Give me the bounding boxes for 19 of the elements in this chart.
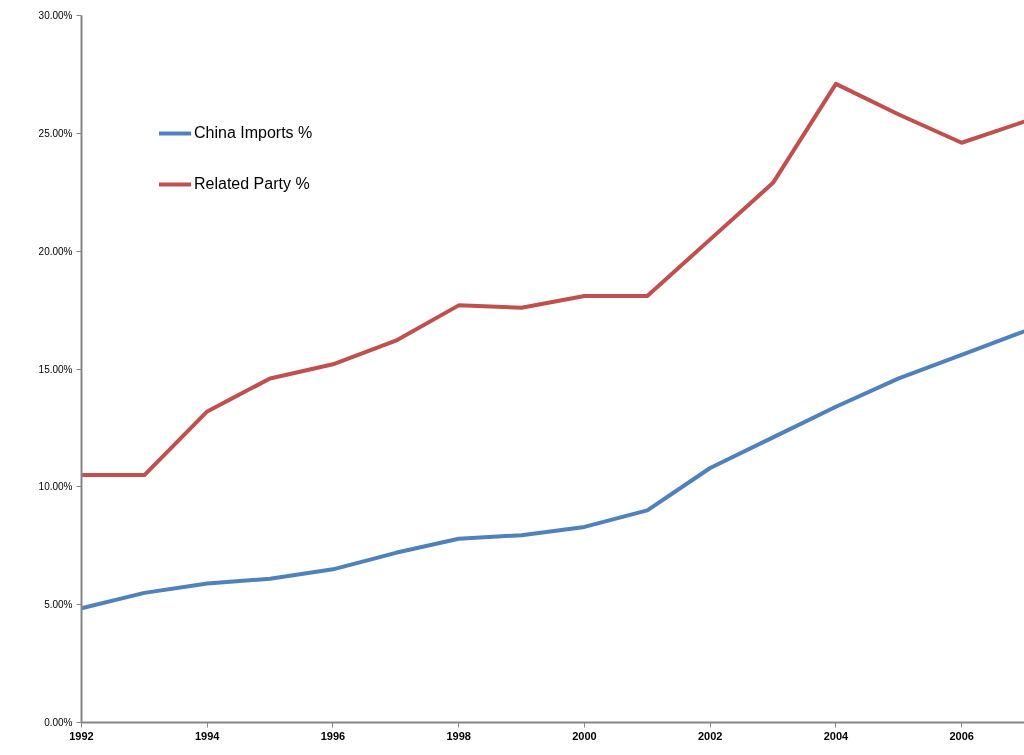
x-tick-label: 2004 — [823, 729, 850, 742]
x-tick-label: 1992 — [69, 729, 94, 742]
line-series — [81, 329, 1024, 611]
x-tick-label: 2000 — [572, 729, 597, 742]
y-tick-label: 0.00% — [44, 717, 73, 728]
x-tick-label: 2002 — [697, 729, 723, 742]
legend-label: Related Party % — [194, 174, 310, 194]
legend-label: China Imports % — [194, 123, 313, 143]
y-tick-label: 15.00% — [38, 363, 73, 375]
y-tick-label: 25.00% — [38, 127, 73, 139]
y-tick-label: 30.00% — [38, 10, 73, 21]
x-tick-label: 1996 — [320, 729, 346, 742]
x-tick-label: 2006 — [949, 729, 974, 742]
y-tick-label: 10.00% — [38, 481, 73, 493]
x-tick-label: 1998 — [446, 729, 471, 742]
y-tick-label: 20.00% — [38, 245, 73, 257]
x-tick-label: 1994 — [195, 729, 221, 742]
line-series — [81, 81, 1024, 478]
y-tick-label: 5.00% — [44, 599, 73, 611]
